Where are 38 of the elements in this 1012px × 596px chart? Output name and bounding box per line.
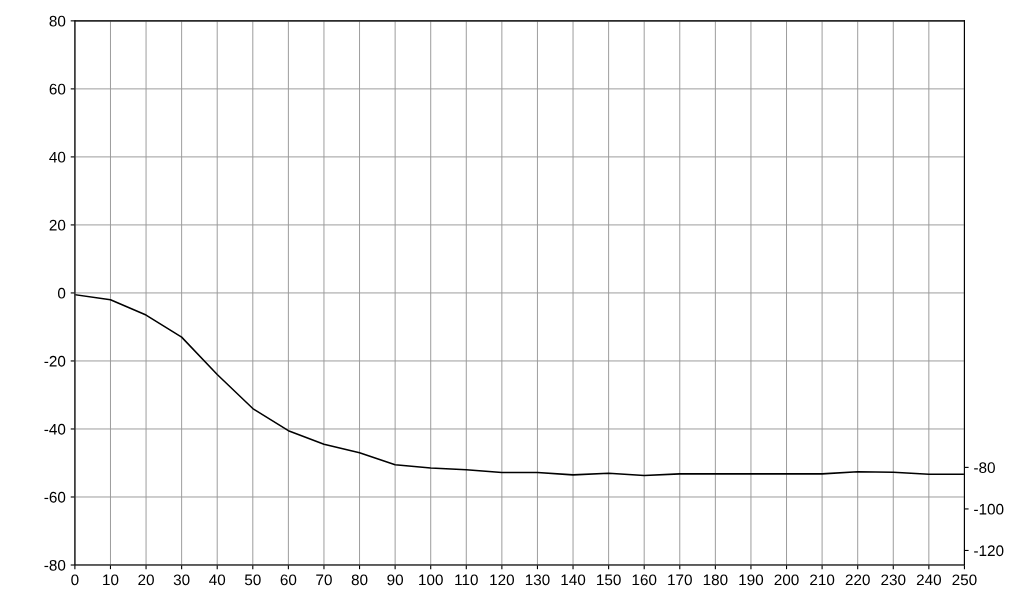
x-tick-label: 230 [881, 574, 906, 586]
x-tick-label: 190 [739, 574, 764, 586]
x-tick-label: 70 [316, 574, 332, 586]
x-tick-label: 160 [632, 574, 657, 586]
x-tick-label: 150 [597, 574, 621, 586]
x-tick-label: 80 [351, 574, 368, 586]
x-tick-label: 130 [525, 574, 550, 586]
x-tick-label: 180 [703, 574, 728, 586]
y2-tick-label: -100 [974, 503, 1004, 515]
y-tick-label: -40 [44, 423, 66, 435]
y-tick-label: -20 [44, 355, 66, 367]
y-tick-label: -80 [44, 559, 66, 571]
x-tick-label: 50 [244, 574, 261, 586]
y-tick-label: 20 [49, 219, 66, 231]
x-tick-label: 210 [810, 574, 835, 586]
x-tick-label: 40 [209, 574, 226, 586]
x-tick-label: 240 [916, 574, 941, 586]
y-tick-label: -60 [44, 491, 66, 503]
x-tick-label: 20 [138, 574, 154, 586]
x-tick-label: 110 [455, 574, 478, 586]
x-tick-label: 60 [280, 574, 297, 586]
x-tick-label: 0 [71, 574, 79, 586]
x-tick-label: 120 [490, 574, 515, 586]
x-tick-label: 220 [845, 574, 870, 586]
x-tick-label: 30 [173, 574, 190, 586]
x-tick-label: 170 [668, 574, 692, 586]
x-tick-label: 200 [774, 574, 799, 586]
x-tick-label: 90 [387, 574, 404, 586]
y-tick-label: 40 [49, 151, 66, 163]
x-tick-label: 250 [952, 574, 977, 586]
x-tick-label: 140 [561, 574, 586, 586]
x-tick-label: 100 [419, 574, 443, 586]
x-tick-label: 10 [103, 574, 119, 586]
y-tick-label: 80 [49, 15, 66, 27]
y2-tick-label: -80 [974, 462, 995, 474]
y-tick-label: 0 [57, 287, 66, 299]
y-tick-label: 60 [49, 83, 66, 95]
y2-tick-label: -120 [974, 545, 1004, 557]
